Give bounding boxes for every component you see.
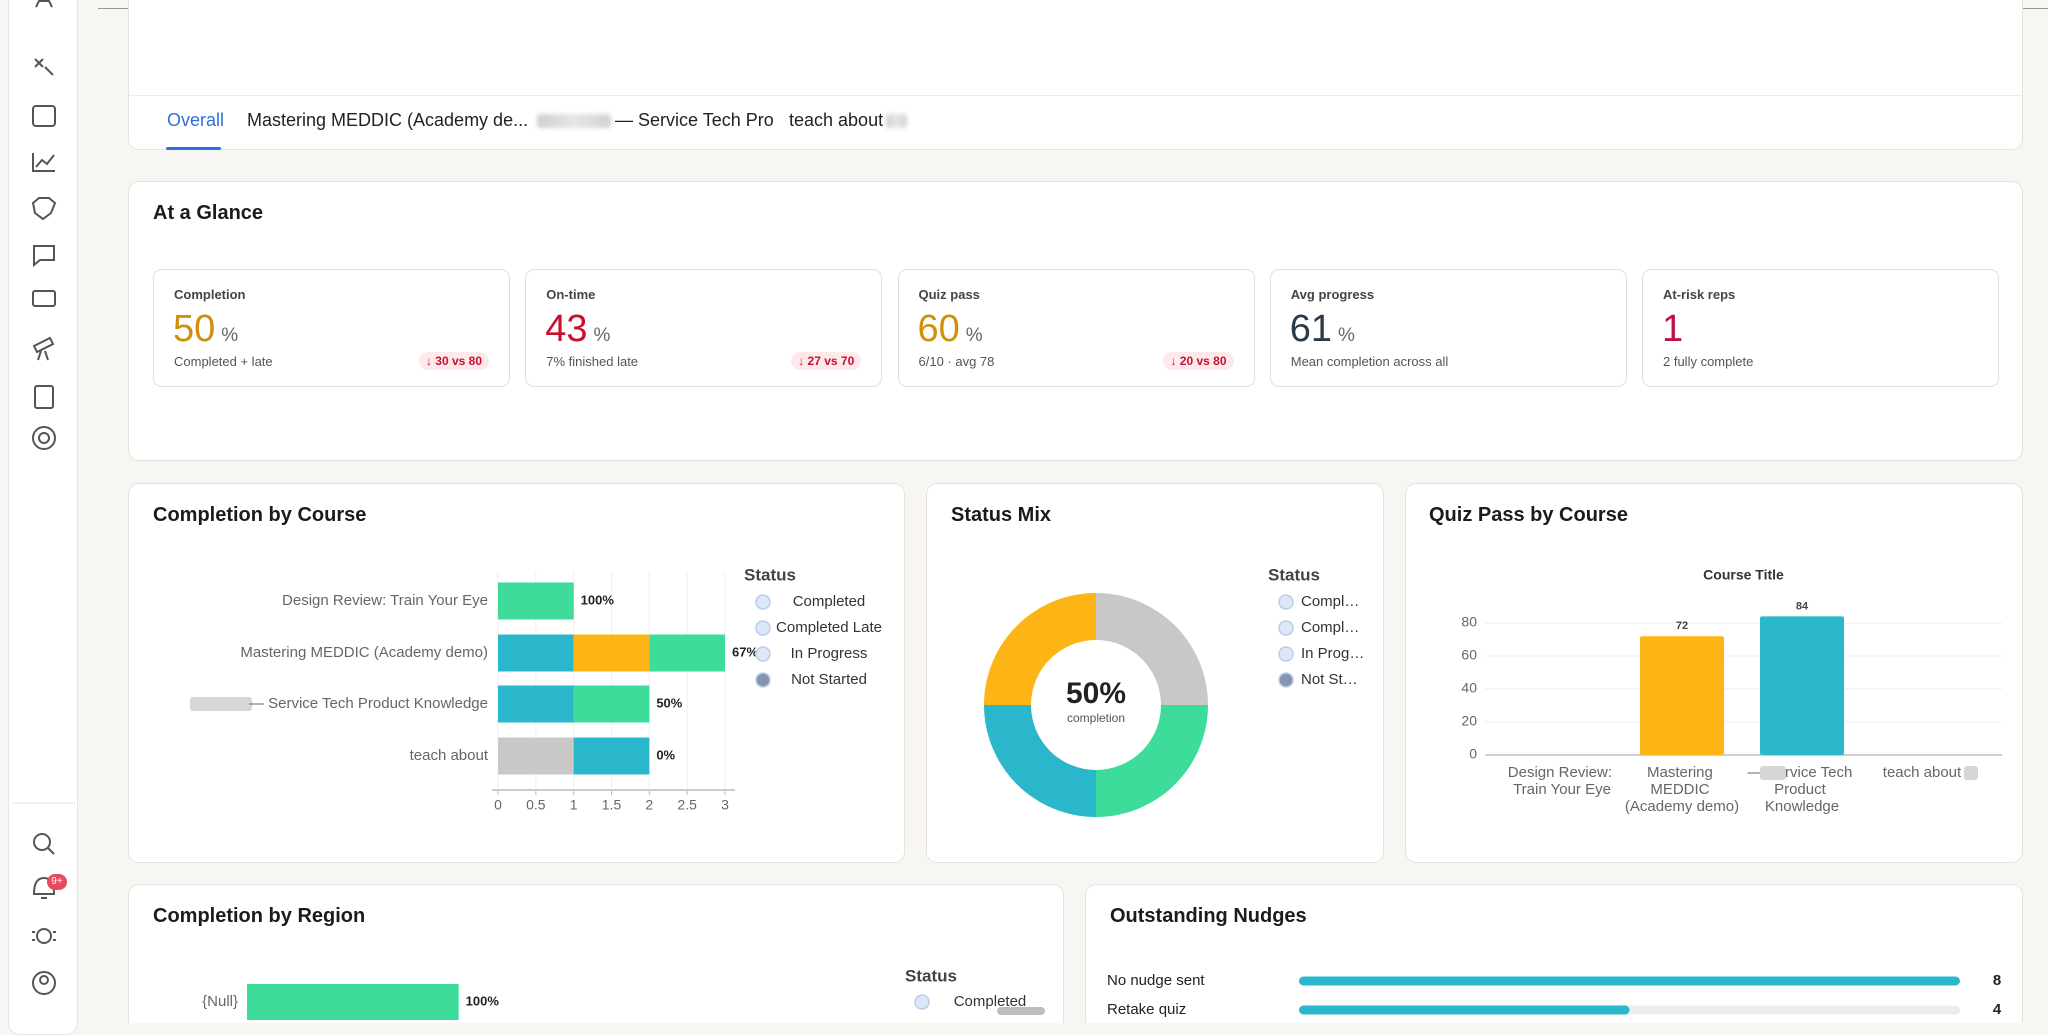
metric-card: Completion 50% Completed + late ↓ 30 vs 80	[153, 269, 510, 387]
metric-label: At-risk reps	[1663, 287, 1736, 302]
metric-label: Completion	[174, 287, 246, 302]
chart-title: Quiz Pass by Course	[1429, 504, 1628, 526]
bug-icon[interactable]	[36, 928, 52, 944]
chart-title: Completion by Region	[153, 905, 366, 927]
metric-card: Avg progress 61% Mean completion across al…	[1269, 269, 1627, 387]
bug-icon[interactable]	[32, 931, 56, 941]
chart-card	[1085, 884, 2023, 1023]
chart-title: Completion by Course	[153, 504, 367, 526]
chart-title: Status Mix	[951, 504, 1052, 526]
metric-note: 6/10 · avg 78	[918, 354, 995, 369]
metric-value: 43	[545, 308, 588, 350]
tab[interactable]: Mastering MEDDIC (Academy de...	[247, 110, 529, 130]
search-icon[interactable]	[33, 833, 51, 851]
metric-label: Quiz pass	[918, 287, 980, 302]
metric-card: On-time 43% 7% finished late ↓ 27 vs 70	[525, 269, 883, 387]
metric-label: On-time	[546, 287, 596, 302]
nav-icon[interactable]	[32, 105, 56, 127]
tab[interactable]: — Service Tech Pro	[615, 110, 774, 130]
scroll-handle[interactable]	[997, 1007, 1045, 1015]
metric-value: 61	[1289, 308, 1333, 350]
search-icon[interactable]	[47, 847, 55, 855]
chart-card	[1405, 483, 2023, 863]
section-title: At a Glance	[153, 202, 264, 224]
metric-value: 50	[173, 308, 216, 350]
tab[interactable]: teach about	[789, 110, 884, 130]
metric-value: 60	[917, 308, 960, 350]
tab-underline	[166, 147, 221, 150]
redacted	[537, 114, 611, 128]
metric-delta: ↓ 27 vs 70	[791, 352, 862, 370]
metric-note: Completed + late	[174, 354, 273, 369]
metric-value-row: 60%	[918, 308, 983, 351]
redacted	[886, 114, 907, 128]
metric-note: 7% finished late	[546, 354, 639, 369]
metric-card: At-risk reps 1 2 fully complete	[1642, 269, 1999, 387]
metric-label: Avg progress	[1290, 287, 1375, 302]
metric-note: Mean completion across all	[1290, 354, 1449, 369]
metric-note: 2 fully complete	[1663, 354, 1754, 369]
profile-icon[interactable]	[32, 971, 56, 995]
metric-value: 1	[1662, 308, 1684, 350]
profile-icon[interactable]	[39, 975, 49, 985]
nav-icon[interactable]	[34, 385, 54, 409]
sidebar-icons	[13, 0, 75, 995]
nav-icon[interactable]	[38, 432, 50, 444]
tab[interactable]: Overall	[167, 110, 225, 130]
metric-unit: %	[593, 325, 611, 346]
tabs-rule	[129, 95, 2022, 96]
metric-value-row: 61%	[1290, 308, 1355, 351]
metric-value-row: 43%	[545, 308, 610, 351]
metric-delta: ↓ 30 vs 80	[418, 352, 489, 370]
metric-card: Quiz pass 60% 6/10 · avg 78 ↓ 20 vs 80	[897, 269, 1255, 387]
nav-icon[interactable]	[32, 336, 55, 361]
chart-card	[926, 483, 1384, 863]
nav-icon[interactable]	[32, 290, 56, 307]
sidebar: 9+	[8, 0, 78, 1035]
nav-icon[interactable]	[31, 197, 57, 221]
metric-value-row: 1	[1662, 308, 1683, 351]
metric-unit: %	[1338, 325, 1355, 346]
tabs-card	[128, 0, 2023, 150]
metric-delta: ↓ 20 vs 80	[1163, 352, 1234, 370]
metric-unit: %	[221, 325, 239, 346]
nav-icon[interactable]	[32, 426, 56, 450]
logo	[35, 0, 53, 8]
metric-unit: %	[965, 325, 983, 346]
nav-icon[interactable]	[34, 58, 54, 76]
chart-card	[128, 483, 905, 863]
nav-icon[interactable]	[32, 153, 55, 172]
notification-badge: 9+	[47, 874, 67, 890]
nav-icon[interactable]	[33, 245, 55, 268]
metric-value-row: 50%	[173, 308, 238, 351]
chart-title: Outstanding Nudges	[1110, 905, 1307, 927]
